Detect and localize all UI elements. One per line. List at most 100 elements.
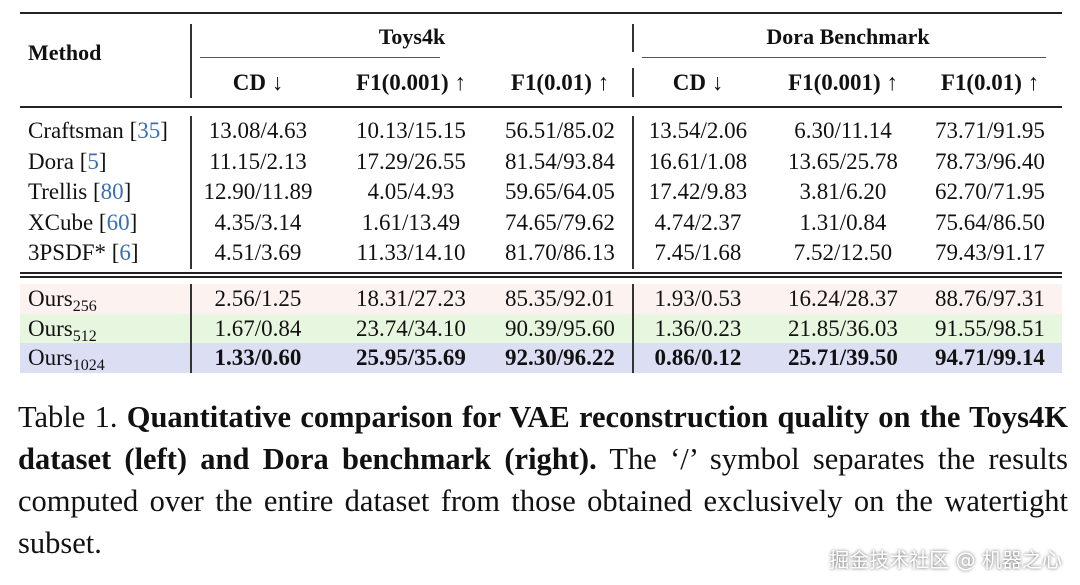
value-cell: 59.65/64.05 (505, 179, 615, 204)
group-header-dora: Dora Benchmark (766, 24, 930, 49)
value-cell: 16.24/28.37 (788, 286, 898, 311)
column-divider (632, 313, 634, 344)
method-name: 3PSDF* [6] (28, 240, 139, 265)
table-row: Trellis [80] 12.90/11.89 4.05/4.93 59.65/64… (20, 177, 1062, 208)
table-row: Craftsman [35] 13.08/4.63 10.13/15.15 56.51… (20, 116, 1062, 147)
value-cell: 81.70/86.13 (505, 240, 615, 265)
method-label: Ours (28, 286, 73, 311)
table-caption: Table 1. Quantitative comparison for VAE… (18, 396, 1068, 564)
method-name: Dora [5] (28, 148, 107, 174)
method-name: Ours1024 (28, 343, 105, 380)
metric-header: F1(0.001) ↑ (788, 70, 898, 95)
toys4k-cmidrule (200, 57, 440, 58)
value-cell: 4.51/3.69 (214, 240, 302, 265)
method-label: Craftsman (28, 118, 124, 143)
value-cell: 1.31/0.84 (799, 209, 887, 235)
table-row: XCube [60] 4.35/3.14 1.61/13.49 74.65/79.62… (20, 207, 1062, 239)
value-cell: 62.70/71.95 (935, 179, 1045, 204)
value-cell: 1.36/0.23 (654, 315, 742, 341)
method-name: Ours512 (28, 314, 97, 351)
group-header-toys4k: Toys4k (378, 24, 446, 49)
value-cell: 25.95/35.69 (356, 345, 466, 370)
value-cell: 13.54/2.06 (648, 118, 748, 143)
method-label: Ours (28, 345, 73, 370)
value-cell: 79.43/91.17 (935, 240, 1045, 265)
value-cell: 1.67/0.84 (214, 315, 302, 341)
value-cell: 81.54/93.84 (505, 148, 615, 174)
metric-header-row: CD ↓ F1(0.001) ↑ F1(0.01) ↑ CD ↓ F1(0.00… (20, 68, 1062, 97)
column-divider (190, 284, 192, 314)
value-cell: 17.29/26.55 (356, 148, 466, 174)
table-row: 3PSDF* [6] 4.51/3.69 11.33/14.10 81.70/86.1… (20, 238, 1062, 269)
method-label: 3PSDF* (28, 240, 106, 265)
method-name: XCube [60] (28, 209, 138, 235)
citation-link: 60 (106, 209, 130, 235)
column-divider (632, 146, 634, 178)
column-divider (190, 177, 192, 208)
value-cell: 21.85/36.03 (788, 315, 898, 341)
value-cell: 1.61/13.49 (361, 209, 461, 235)
value-cell: 13.08/4.63 (208, 118, 308, 143)
value-cell: 85.35/92.01 (505, 286, 615, 311)
metric-header: CD ↓ (232, 70, 284, 95)
value-cell: 88.76/97.31 (935, 286, 1045, 311)
value-cell: 13.65/25.78 (788, 148, 898, 174)
double-rule-bottom (20, 276, 1062, 278)
value-cell: 6.30/11.14 (794, 118, 892, 143)
value-cell: 11.15/2.13 (209, 148, 307, 174)
caption-bold: Quantitative comparison for VAE reconstr… (18, 400, 1068, 476)
method-name: Craftsman [35] (28, 118, 168, 143)
metric-header: CD ↓ (672, 70, 724, 95)
value-cell: 11.33/14.10 (356, 240, 466, 265)
value-cell: 10.13/15.15 (356, 118, 466, 143)
method-subscript: 1024 (72, 357, 105, 374)
column-divider (632, 238, 634, 269)
value-cell: 4.35/3.14 (214, 209, 302, 235)
value-cell: 18.31/27.23 (356, 286, 466, 311)
group-divider (632, 24, 634, 52)
metric-header: F1(0.01) ↑ (940, 70, 1040, 95)
column-divider (190, 343, 192, 373)
value-cell: 0.86/0.12 (654, 345, 742, 370)
value-cell: 7.52/12.50 (793, 240, 893, 265)
value-cell: 91.55/98.51 (935, 315, 1045, 341)
citation-link: 6 (119, 240, 131, 265)
value-cell: 23.74/34.10 (356, 315, 466, 341)
dora-cmidrule (642, 57, 1046, 58)
column-divider (632, 116, 634, 147)
value-cell: 1.33/0.60 (214, 345, 302, 370)
method-label: XCube (28, 209, 94, 235)
value-cell: 16.61/1.08 (648, 148, 748, 174)
citation-link: 80 (100, 179, 124, 204)
value-cell: 90.39/95.60 (505, 315, 615, 341)
table-row: Ours256 2.56/1.25 18.31/27.23 85.35/92.01 1.… (20, 284, 1062, 315)
value-cell: 17.42/9.83 (648, 179, 748, 204)
caption-label: Table 1. (18, 400, 118, 434)
method-name: Ours256 (28, 284, 97, 321)
value-cell: 25.71/39.50 (788, 345, 898, 370)
value-cell: 92.30/96.22 (505, 345, 615, 370)
value-cell: 12.90/11.89 (203, 179, 313, 204)
value-cell: 2.56/1.25 (214, 286, 302, 311)
value-cell: 78.73/96.40 (935, 148, 1045, 174)
column-divider (190, 207, 192, 239)
table-row: Ours1024 1.33/0.60 25.95/35.69 92.30/96.22 0… (20, 343, 1062, 374)
column-divider (632, 68, 634, 97)
value-cell: 74.65/79.62 (505, 209, 615, 235)
column-divider (190, 313, 192, 344)
method-name: Trellis [80] (28, 179, 132, 204)
mid-rule (20, 106, 1062, 108)
column-divider (632, 284, 634, 314)
method-label: Dora (28, 148, 74, 174)
watermark: 掘金技术社区 @ 机器之心 (829, 548, 1062, 572)
value-cell: 1.93/0.53 (654, 286, 742, 311)
column-divider (190, 238, 192, 269)
citation-link: 35 (137, 118, 161, 143)
table-row: Ours512 1.67/0.84 23.74/34.10 90.39/95.60 1.… (20, 313, 1062, 345)
column-divider (632, 207, 634, 239)
header-divider (190, 24, 192, 98)
metric-header: F1(0.01) ↑ (510, 70, 610, 95)
top-rule (20, 12, 1062, 14)
value-cell: 3.81/6.20 (799, 179, 887, 204)
value-cell: 73.71/91.95 (935, 118, 1045, 143)
